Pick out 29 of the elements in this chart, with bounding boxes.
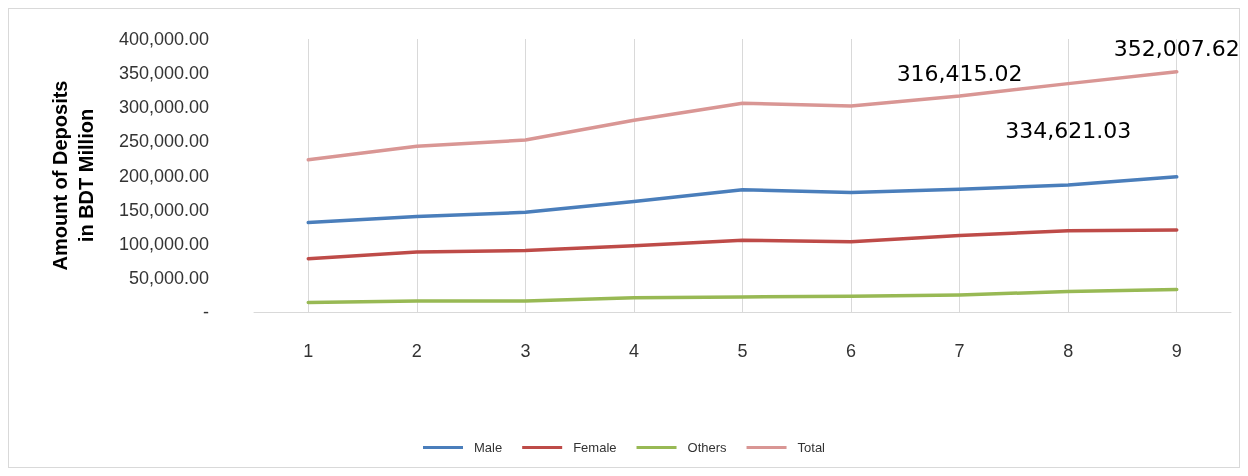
x-tick-label: 8 [1063, 341, 1074, 361]
x-tick-label: 2 [411, 341, 422, 361]
y-tick-label: 50,000.00 [128, 267, 209, 288]
x-tick-label: 9 [1171, 341, 1182, 361]
y-tick-label: 150,000.00 [118, 199, 209, 220]
y-tick-label: 200,000.00 [118, 165, 209, 186]
x-tick-label: 5 [737, 341, 748, 361]
legend-label: Male [474, 440, 503, 455]
x-tick-label: 1 [303, 341, 314, 361]
y-tick-label: 350,000.00 [118, 63, 209, 84]
y-axis-title: Amount of Deposits in BDT Million [49, 80, 97, 271]
y-tick-label: - [203, 302, 209, 322]
legend-label: Female [573, 440, 617, 455]
x-tick-label: 4 [628, 341, 639, 361]
y-tick-label: 300,000.00 [118, 97, 209, 118]
line-series [306, 228, 1179, 261]
data-label: 352,007.62 [1113, 36, 1240, 62]
y-tick-label: 250,000.00 [118, 131, 209, 152]
y-tick-label: 100,000.00 [118, 233, 209, 254]
line-series [306, 287, 1179, 305]
y-tick-label: 400,000.00 [118, 29, 209, 49]
x-tick-label: 7 [954, 341, 965, 361]
data-label: 316,415.02 [896, 60, 1023, 86]
data-label: 334,621.03 [1005, 118, 1132, 144]
x-tick-label: 3 [520, 341, 531, 361]
legend-label: Total [797, 440, 826, 455]
x-tick-label: 6 [846, 341, 857, 361]
legend-label: Others [687, 440, 728, 455]
line-series [306, 175, 1179, 225]
